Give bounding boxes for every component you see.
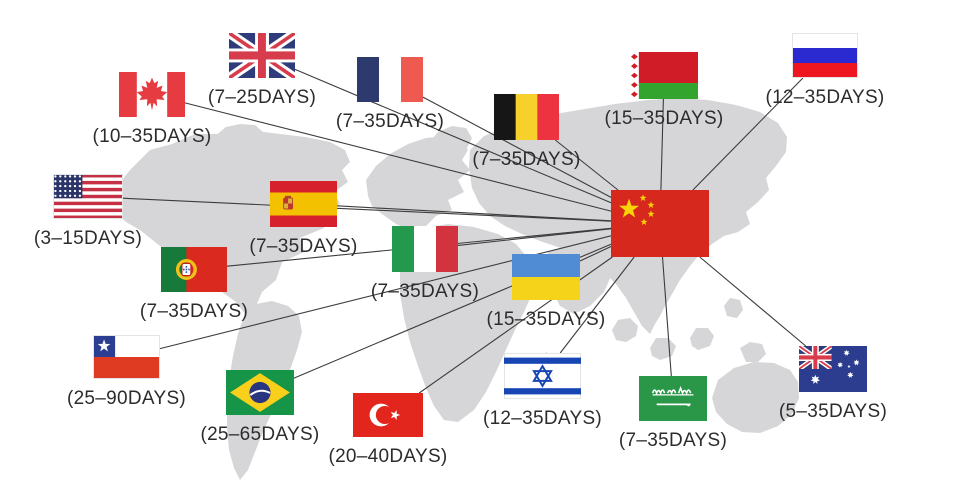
country-uk: (7–25DAYS) [208,33,316,108]
country-italy: (7–35DAYS) [371,226,479,302]
connector-belarus [660,98,664,191]
shipping-days-label: (3–15DAYS) [33,228,143,249]
shipping-days-label: (7–35DAYS) [335,111,445,132]
country-spain: (7–35DAYS) [249,181,357,257]
shipping-days-label: (7–35DAYS) [249,236,358,257]
country-chile: (25–90DAYS) [67,335,186,409]
shipping-days-label: (7–35DAYS) [472,149,581,170]
flag-belarus [630,52,698,99]
flag-turkey [353,393,423,437]
flag-brazil [226,370,294,415]
shipping-days-label: (5–35DAYS) [778,401,888,422]
shipping-days-label: (7–35DAYS) [370,281,480,302]
country-belarus: (15–35DAYS) [604,52,723,129]
shipping-days-label: (25–90DAYS) [66,388,187,409]
connector-russia [692,77,804,191]
flag-italy [392,226,458,272]
flag-australia [799,346,867,392]
flag-uk [229,33,295,78]
country-portugal: (7–35DAYS) [140,247,248,322]
hub-china [611,190,709,257]
country-russia: (12–35DAYS) [765,33,884,108]
country-israel: (12–35DAYS) [483,353,602,429]
flag-canada [119,72,185,117]
shipping-days-label: (15–35DAYS) [486,309,606,330]
connector-belgium [554,139,619,191]
connector-saudi [661,256,672,377]
flag-chile [93,335,160,379]
country-canada: (10–35DAYS) [92,72,211,147]
country-ukraine: (15–35DAYS) [486,254,605,330]
connector-spain [336,205,612,222]
country-turkey: (20–40DAYS) [328,393,447,467]
connector-ukraine [579,246,612,262]
flag-usa [53,174,123,219]
connector-turkey [418,256,613,394]
country-australia: (5–35DAYS) [779,346,887,422]
flag-china [611,190,709,257]
country-brazil: (25–65DAYS) [200,370,319,445]
country-france: (7–35DAYS) [336,57,444,132]
connector-canada [184,102,612,212]
connector-italy [457,228,612,246]
connector-israel [559,256,635,354]
shipping-days-label: (7–35DAYS) [618,430,728,451]
flag-saudi-arabia [639,376,707,421]
shipping-days-label: (7–35DAYS) [139,301,249,322]
flag-france [357,57,423,102]
flag-ukraine [512,254,580,300]
shipping-days-label: (12–35DAYS) [765,87,885,108]
shipping-days-label: (25–65DAYS) [200,424,320,445]
shipping-days-label: (7–25DAYS) [207,87,317,108]
country-usa: (3–15DAYS) [34,174,142,249]
flag-russia [792,33,858,78]
connector-usa [122,197,612,222]
country-belgium: (7–35DAYS) [472,94,580,170]
flag-belgium [494,94,559,140]
country-saudi: (7–35DAYS) [619,376,727,451]
shipping-days-label: (10–35DAYS) [92,126,212,147]
connector-australia [699,256,807,347]
shipping-days-label: (15–35DAYS) [604,108,724,129]
flag-portugal [161,247,227,292]
flag-israel [504,353,581,399]
connector-france [422,96,612,198]
shipping-days-label: (20–40DAYS) [328,446,448,467]
connector-uk [294,68,612,204]
shipping-days-label: (12–35DAYS) [482,408,603,429]
flag-spain [270,181,337,227]
